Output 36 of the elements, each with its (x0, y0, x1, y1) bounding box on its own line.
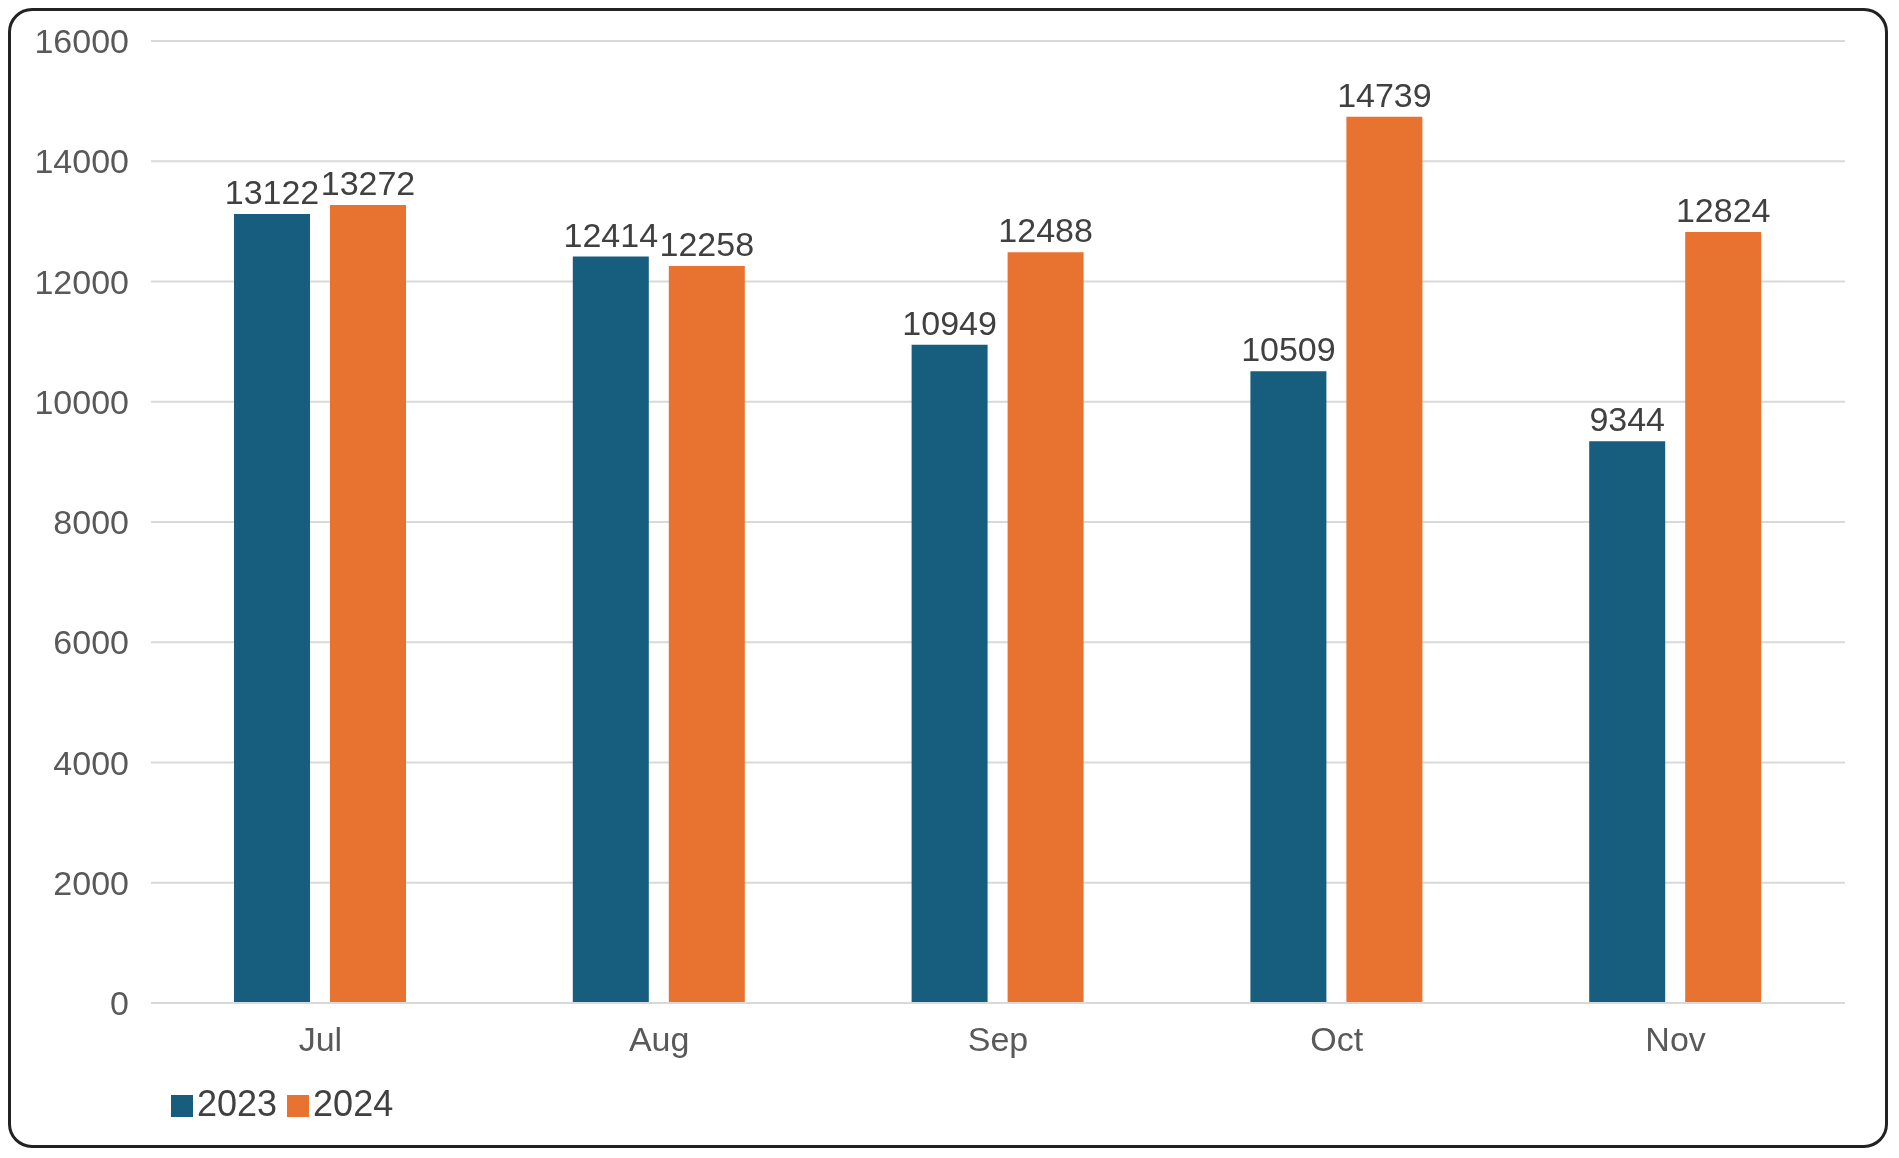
y-tick-label: 14000 (34, 142, 129, 181)
bar (1007, 252, 1084, 1003)
x-tick-label: Nov (1645, 1020, 1706, 1059)
bar (572, 256, 649, 1003)
x-tick-label: Sep (967, 1020, 1029, 1059)
bar (234, 214, 310, 1003)
y-tick-label: 10000 (34, 382, 129, 421)
bar (911, 344, 988, 1003)
bar (668, 265, 745, 1003)
y-tick-label: 4000 (53, 743, 129, 782)
data-label: 12414 (563, 215, 659, 254)
y-tick-label: 12000 (34, 262, 129, 301)
y-tick-label: 8000 (53, 503, 129, 542)
y-tick-label: 6000 (53, 623, 129, 662)
x-tick-label: Aug (628, 1020, 690, 1059)
y-tick-label: 0 (110, 984, 129, 1023)
data-label: 13272 (320, 164, 416, 203)
data-label: 12824 (1675, 190, 1771, 229)
bar (1685, 231, 1762, 1003)
data-label: 9344 (1589, 400, 1666, 439)
y-tick-label: 2000 (53, 863, 129, 902)
x-tick-label: Oct (1310, 1020, 1364, 1059)
bar (1346, 116, 1423, 1003)
bar (1589, 441, 1666, 1003)
data-label: 14739 (1337, 75, 1432, 114)
legend-label: 2024 (313, 1083, 394, 1124)
data-label: 10949 (902, 303, 997, 342)
data-label: 13122 (224, 173, 320, 212)
x-tick-label: Jul (298, 1020, 343, 1059)
data-label: 10509 (1241, 330, 1336, 369)
y-tick-label: 16000 (34, 22, 129, 61)
bar (330, 205, 406, 1003)
bar (1250, 371, 1327, 1003)
data-label: 12258 (659, 224, 755, 263)
data-label: 12488 (998, 211, 1093, 250)
legend-label: 2023 (197, 1083, 278, 1124)
